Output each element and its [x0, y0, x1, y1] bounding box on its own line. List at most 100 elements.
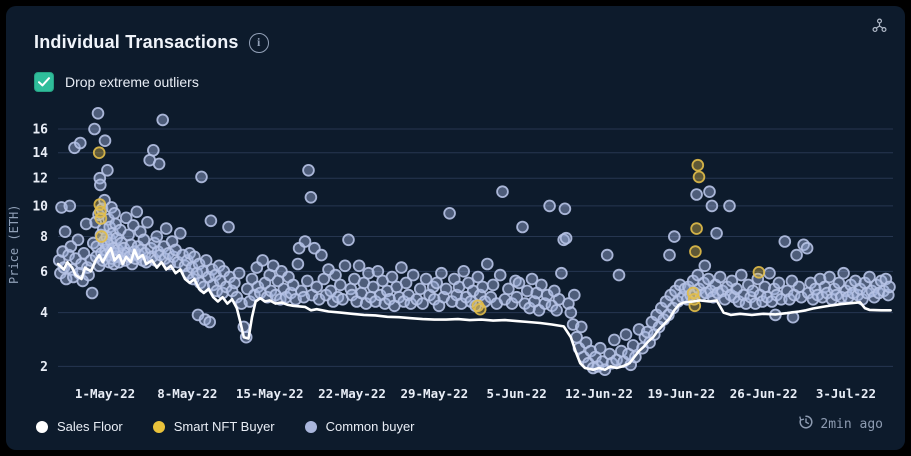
common-buyer-point[interactable]: [399, 276, 413, 290]
common-buyer-point[interactable]: [152, 157, 166, 171]
common-buyer-point[interactable]: [203, 315, 217, 329]
common-buyer-point[interactable]: [607, 333, 621, 347]
common-buyer-point[interactable]: [333, 278, 347, 292]
common-buyer-point[interactable]: [435, 266, 448, 280]
common-buyer-point[interactable]: [141, 216, 154, 229]
common-buyer-point[interactable]: [667, 230, 681, 243]
drop-outliers-checkbox[interactable]: Drop extreme outliers: [34, 72, 199, 92]
smart-nft-buyer-point[interactable]: [94, 212, 108, 225]
common-buyer-point[interactable]: [496, 185, 509, 199]
common-buyer-point[interactable]: [130, 205, 144, 219]
common-buyer-point[interactable]: [430, 276, 444, 290]
smart-nft-buyer-point[interactable]: [691, 158, 705, 172]
common-buyer-point[interactable]: [772, 276, 786, 290]
checkbox-checked-icon[interactable]: [34, 72, 54, 92]
common-buyer-point[interactable]: [195, 170, 208, 184]
history-clock-icon[interactable]: [799, 415, 813, 434]
common-buyer-point[interactable]: [232, 266, 246, 280]
common-buyer-point[interactable]: [352, 259, 366, 273]
common-buyer-point[interactable]: [705, 199, 719, 213]
common-buyer-point[interactable]: [832, 276, 846, 290]
common-buyer-point[interactable]: [338, 259, 352, 273]
common-buyer-point[interactable]: [63, 199, 77, 213]
common-buyer-point[interactable]: [304, 191, 318, 204]
common-buyer-point[interactable]: [416, 297, 429, 310]
share-network-icon[interactable]: [872, 18, 887, 38]
common-buyer-point[interactable]: [698, 259, 712, 273]
common-buyer-point[interactable]: [199, 254, 213, 267]
common-buyer-point[interactable]: [593, 341, 607, 355]
common-buyer-point[interactable]: [59, 272, 73, 286]
common-buyer-point[interactable]: [156, 113, 170, 127]
common-buyer-point[interactable]: [71, 233, 85, 247]
common-buyer-point[interactable]: [710, 227, 723, 240]
common-buyer-point[interactable]: [108, 207, 121, 220]
common-buyer-point[interactable]: [863, 270, 876, 284]
common-buyer-point[interactable]: [562, 297, 575, 310]
common-buyer-point[interactable]: [823, 270, 836, 284]
common-buyer-point[interactable]: [600, 248, 614, 262]
common-buyer-point[interactable]: [550, 303, 563, 317]
common-buyer-point[interactable]: [543, 199, 556, 213]
common-buyer-point[interactable]: [88, 122, 101, 136]
common-buyer-point[interactable]: [204, 214, 218, 228]
common-buyer-point[interactable]: [883, 280, 896, 294]
smart-nft-buyer-point[interactable]: [690, 222, 703, 235]
common-buyer-point[interactable]: [476, 280, 489, 294]
common-buyer-point[interactable]: [564, 306, 578, 319]
smart-nft-buyer-point[interactable]: [689, 245, 702, 258]
scatter-chart-canvas[interactable]: 2 4 6 8 10 12 14 16 Price (ETH) 1-May-22 8-May-22 1…: [6, 6, 905, 450]
common-buyer-point[interactable]: [286, 278, 300, 292]
common-buyer-point[interactable]: [159, 222, 173, 235]
common-buyer-point[interactable]: [439, 282, 453, 296]
common-buyer-point[interactable]: [510, 290, 524, 304]
common-buyer-point[interactable]: [302, 164, 315, 177]
common-buyer-point[interactable]: [555, 266, 568, 280]
common-buyer-point[interactable]: [256, 254, 269, 267]
common-buyer-point[interactable]: [516, 220, 529, 234]
common-buyer-point[interactable]: [574, 320, 588, 334]
common-buyer-point[interactable]: [612, 268, 626, 282]
common-buyer-point[interactable]: [493, 268, 507, 282]
smart-nft-buyer-point[interactable]: [752, 265, 766, 279]
common-buyer-point[interactable]: [91, 107, 105, 120]
common-buyer-point[interactable]: [413, 282, 427, 296]
legend-item-common-buyer[interactable]: Common buyer: [304, 419, 415, 434]
chart-area[interactable]: 2 4 6 8 10 12 14 16 Price (ETH) 1-May-22 8-May-22 1…: [6, 6, 905, 450]
common-buyer-point[interactable]: [315, 248, 328, 262]
common-buyer-point[interactable]: [703, 185, 716, 199]
common-buyer-point[interactable]: [329, 268, 342, 282]
common-buyer-point[interactable]: [512, 276, 526, 290]
smart-nft-buyer-point[interactable]: [473, 302, 487, 316]
common-buyer-point[interactable]: [837, 266, 850, 280]
common-buyer-point[interactable]: [471, 270, 485, 284]
common-buyer-point[interactable]: [723, 199, 736, 213]
common-buyer-point[interactable]: [98, 134, 112, 148]
common-buyer-point[interactable]: [119, 211, 133, 225]
common-buyer-point[interactable]: [74, 136, 87, 150]
common-buyer-point[interactable]: [790, 248, 803, 262]
common-buyer-point[interactable]: [559, 231, 573, 245]
common-buyer-point[interactable]: [174, 227, 187, 240]
common-buyer-point[interactable]: [362, 266, 375, 280]
legend-item-sales-floor[interactable]: Sales Floor: [36, 419, 123, 434]
common-buyer-point[interactable]: [457, 264, 471, 278]
common-buyer-point[interactable]: [310, 280, 324, 294]
common-buyer-point[interactable]: [763, 266, 776, 280]
common-buyer-point[interactable]: [385, 270, 399, 284]
common-buyer-point[interactable]: [371, 264, 385, 278]
common-buyer-point[interactable]: [58, 225, 72, 239]
common-buyer-point[interactable]: [486, 278, 500, 292]
common-buyer-point[interactable]: [713, 270, 727, 284]
common-buyer-point[interactable]: [419, 272, 433, 286]
common-buyer-point[interactable]: [366, 280, 380, 294]
smart-nft-buyer-point[interactable]: [95, 230, 108, 243]
common-buyer-point[interactable]: [663, 248, 676, 262]
common-buyer-point[interactable]: [228, 276, 241, 290]
common-buyer-point[interactable]: [690, 188, 703, 201]
smart-nft-buyer-point[interactable]: [92, 146, 106, 160]
common-buyer-point[interactable]: [79, 217, 93, 231]
common-buyer-point[interactable]: [300, 274, 314, 288]
info-circle-icon[interactable]: i: [248, 32, 269, 53]
common-buyer-point[interactable]: [150, 230, 164, 243]
